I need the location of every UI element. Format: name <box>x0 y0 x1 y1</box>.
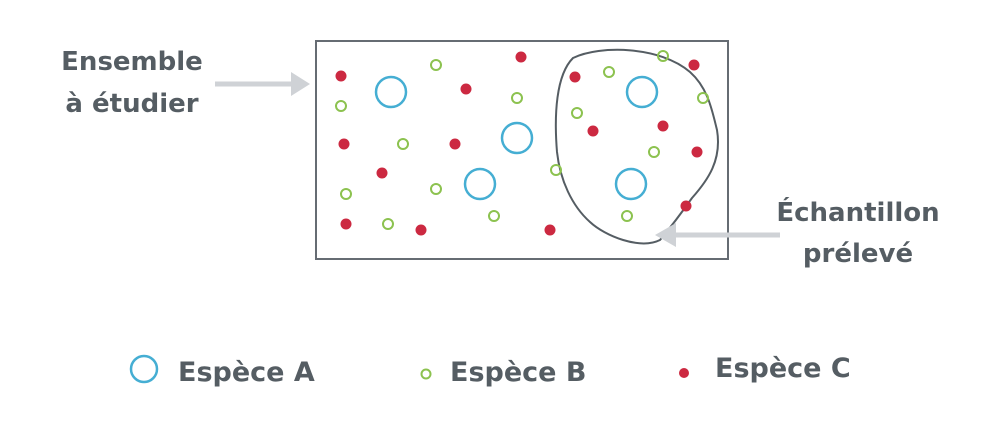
echantillon-arrow <box>655 223 780 247</box>
species-a-circle <box>500 121 534 155</box>
species-b-ring <box>621 210 633 222</box>
species-c-dot <box>688 59 700 71</box>
species-c-dot <box>515 51 527 63</box>
species-b-ring <box>382 218 394 230</box>
species-c-dot <box>376 167 388 179</box>
species-c-dot <box>587 125 599 137</box>
ensemble-arrow <box>215 72 310 96</box>
species-b-legend-icon <box>420 368 432 380</box>
species-c-legend-icon <box>679 368 689 378</box>
species-c-dot <box>657 120 669 132</box>
species-b-ring <box>648 146 660 158</box>
species-a-circle <box>463 167 497 201</box>
species-c-dot <box>415 224 427 236</box>
species-b-ring <box>397 138 409 150</box>
species-c-dot <box>340 218 352 230</box>
legend: Espèce A Espèce B Espèce C <box>129 353 851 388</box>
species-b-ring <box>697 92 709 104</box>
species-a-circle <box>614 167 648 201</box>
species-b-individuals <box>335 50 709 230</box>
legend-label-c: Espèce C <box>715 353 851 384</box>
population-frame <box>315 40 729 260</box>
species-b-ring <box>571 107 583 119</box>
echantillon-label-line2: prélevé <box>803 239 913 269</box>
species-b-ring <box>550 164 562 176</box>
legend-label-a: Espèce A <box>178 357 315 388</box>
species-b-ring <box>657 50 669 62</box>
species-c-dot <box>449 138 461 150</box>
species-c-dot <box>569 71 581 83</box>
sample-outline <box>554 48 719 245</box>
species-c-dot <box>680 200 692 212</box>
species-b-ring <box>340 188 352 200</box>
legend-item-c: Espèce C <box>679 353 851 384</box>
species-b-ring <box>511 92 523 104</box>
ensemble-label-line2: à étudier <box>65 89 198 119</box>
species-c-dot <box>691 146 703 158</box>
species-a-circle <box>374 75 408 109</box>
echantillon-label-line1: Échantillon <box>776 196 939 228</box>
species-c-dot <box>338 138 350 150</box>
species-b-ring <box>335 100 347 112</box>
species-b-ring <box>603 66 615 78</box>
species-b-ring <box>430 59 442 71</box>
species-a-legend-icon <box>129 354 159 384</box>
legend-label-b: Espèce B <box>450 357 586 388</box>
legend-item-a: Espèce A <box>129 354 315 388</box>
legend-item-b: Espèce B <box>420 357 586 388</box>
species-b-ring <box>488 210 500 222</box>
species-a-individuals <box>374 75 659 201</box>
species-c-dot <box>335 70 347 82</box>
ensemble-label-line1: Ensemble <box>61 47 203 77</box>
species-c-individuals <box>335 51 703 236</box>
species-c-dot <box>460 83 472 95</box>
species-a-circle <box>625 75 659 109</box>
species-c-dot <box>544 224 556 236</box>
species-b-ring <box>430 183 442 195</box>
